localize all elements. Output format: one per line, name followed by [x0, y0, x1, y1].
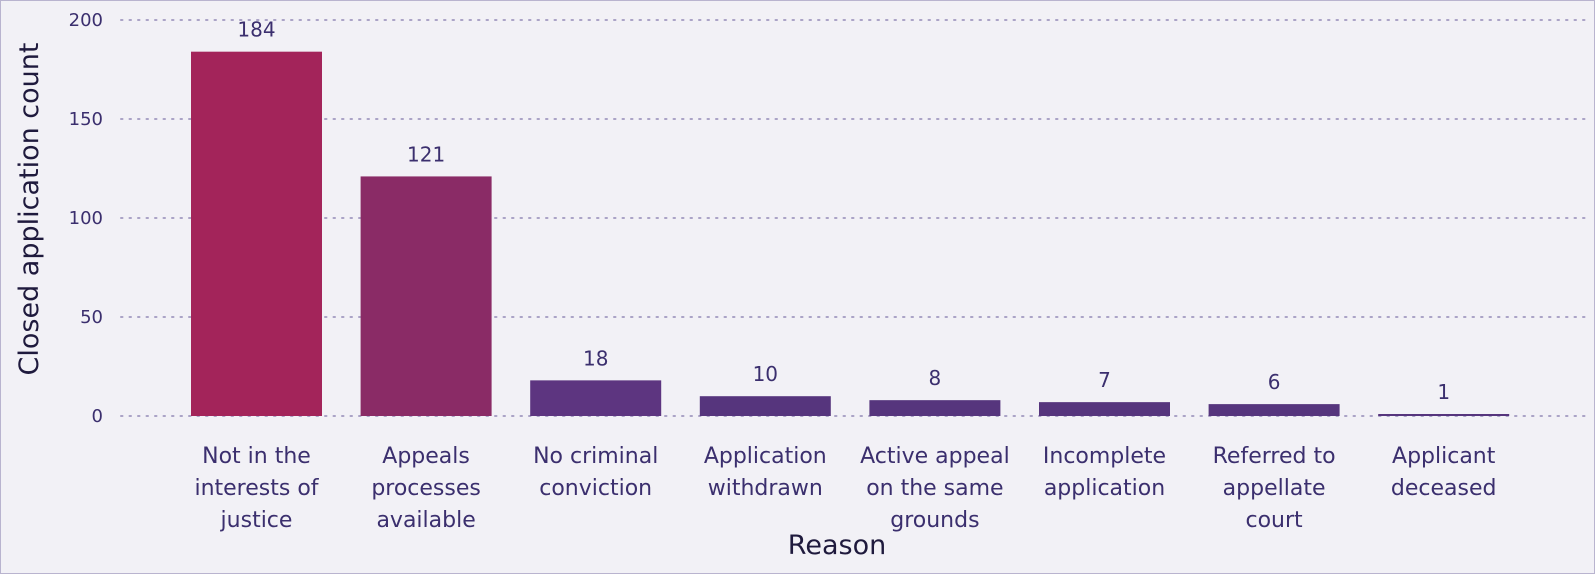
x-category-label: Referred to appellate court — [1213, 444, 1336, 533]
data-labels: 184 121 18 10 8 7 6 1 — [237, 18, 1450, 404]
x-category-label-line: Active appeal — [860, 444, 1010, 469]
x-category-label-line: Not in the — [202, 444, 311, 469]
bar — [360, 176, 492, 416]
bar — [869, 400, 1001, 416]
y-tick-label: 100 — [69, 208, 103, 229]
x-category-label: No criminal conviction — [533, 444, 658, 501]
y-axis-title: Closed application count — [14, 43, 45, 376]
x-category-label-line: processes — [371, 476, 481, 501]
x-category-label-line: application — [1044, 476, 1165, 501]
data-label: 184 — [237, 18, 275, 42]
x-category-label: Active appeal on the same grounds — [860, 444, 1010, 533]
bar — [530, 380, 662, 416]
y-tick-label: 150 — [69, 109, 103, 130]
x-category-label-line: justice — [220, 508, 293, 533]
bar — [1039, 402, 1170, 416]
x-category-label: Incomplete application — [1043, 444, 1166, 501]
bar — [699, 396, 831, 416]
y-tick-label: 200 — [69, 10, 103, 31]
x-category-label: Appeals processes available — [371, 444, 481, 533]
gridlines — [120, 19, 1592, 417]
x-category-label-line: No criminal — [533, 444, 658, 469]
x-category-label-line: Applicant — [1392, 444, 1496, 469]
y-tick-label: 50 — [80, 307, 103, 328]
x-category-label-line: conviction — [539, 476, 652, 501]
data-label: 1 — [1437, 380, 1450, 404]
x-category-label-line: deceased — [1391, 476, 1497, 501]
x-category-label: Not in the interests of justice — [194, 444, 319, 533]
data-label: 121 — [407, 142, 445, 166]
x-category-label-line: interests of — [194, 476, 319, 501]
bars — [191, 51, 1510, 417]
data-label: 6 — [1268, 370, 1281, 394]
x-category-label-line: withdrawn — [708, 476, 823, 501]
x-category-label-line: Incomplete — [1043, 444, 1166, 469]
y-axis-ticks: 0 50 100 150 200 — [69, 10, 103, 427]
data-label: 10 — [753, 362, 778, 386]
x-category-label-line: on the same — [866, 476, 1003, 501]
y-tick-label: 0 — [92, 406, 103, 427]
x-category-label: Application withdrawn — [704, 444, 827, 501]
x-axis-title: Reason — [788, 530, 886, 561]
x-category-label-line: appellate — [1223, 476, 1326, 501]
x-axis-categories: Not in the interests of justice Appeals proc… — [194, 444, 1496, 533]
bar — [191, 51, 322, 417]
data-label: 7 — [1098, 368, 1111, 392]
bar — [1208, 404, 1340, 416]
bar — [1378, 414, 1510, 416]
data-label: 8 — [929, 366, 942, 390]
x-category-label-line: court — [1246, 508, 1304, 533]
x-category-label-line: Referred to — [1213, 444, 1336, 469]
x-category-label-line: available — [376, 508, 475, 533]
x-category-label-line: Appeals — [382, 444, 470, 469]
x-category-label-line: Application — [704, 444, 827, 469]
x-category-label-line: grounds — [890, 508, 979, 533]
x-category-label: Applicant deceased — [1391, 444, 1497, 501]
data-label: 18 — [583, 346, 608, 370]
